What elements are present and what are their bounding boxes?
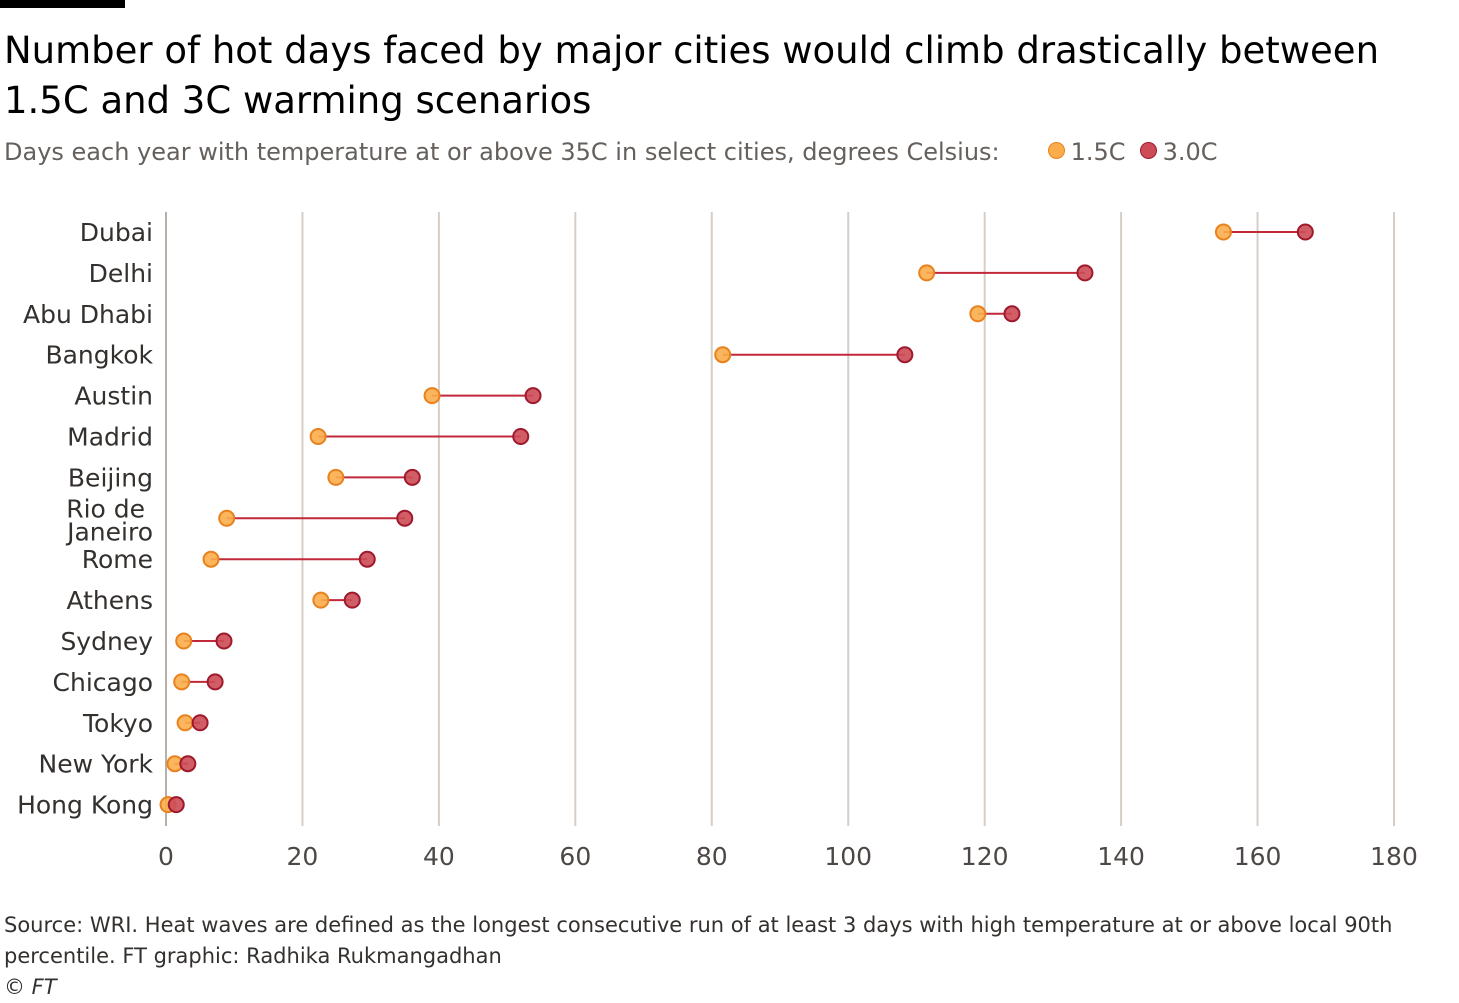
dot: [918, 264, 936, 282]
dot: [512, 428, 530, 445]
source: Source: WRI. Heat waves are defined as t…: [4, 913, 1393, 968]
label-line: Janeiro: [65, 517, 153, 546]
legend-label: 1.5C: [1070, 138, 1126, 166]
dot: [358, 550, 376, 568]
dot: [312, 591, 330, 609]
chart-title: Number of hot days faced by major cities…: [4, 29, 1380, 122]
y-tick-label: Beijing: [68, 463, 153, 492]
source-note: Source: WRI. Heat waves are defined as t…: [4, 910, 1424, 1003]
dot: [179, 755, 197, 773]
y-tick-label: Rio de Janeiro: [65, 494, 153, 546]
dot: [343, 591, 361, 609]
dot: [1296, 223, 1314, 241]
dot: [1003, 305, 1021, 323]
y-tick-label: Bangkok: [45, 341, 153, 370]
dot: [423, 387, 441, 405]
dot: [202, 550, 220, 568]
y-tick-label: New York: [39, 750, 154, 779]
dot: [173, 673, 191, 691]
legend-label: 3.0C: [1162, 138, 1218, 166]
subtitle: Days each year with temperature at or ab…: [4, 138, 1000, 166]
y-tick-label: Abu Dhabi: [23, 300, 153, 329]
top-bar: [0, 0, 125, 8]
dot: [1214, 223, 1232, 241]
dot: [1076, 264, 1094, 282]
dot: [167, 796, 185, 814]
legend-item: 3.0C: [1139, 138, 1218, 166]
copyright: © FT: [4, 975, 57, 999]
x-tick-label: 120: [961, 842, 1009, 871]
legend-marker: [1139, 142, 1157, 159]
dot: [176, 714, 194, 732]
legend: 1.5C 3.0C: [1034, 138, 1218, 166]
dot: [191, 714, 209, 732]
x-tick-label: 80: [696, 842, 728, 871]
x-tick-label: 20: [287, 842, 319, 871]
x-tick-label: 100: [824, 842, 872, 871]
legend-marker: [1047, 142, 1065, 159]
y-tick-label: Delhi: [89, 259, 153, 288]
y-tick-label: Madrid: [67, 423, 153, 452]
dot: [175, 632, 193, 650]
dot: [969, 305, 987, 323]
y-tick-label: Austin: [74, 382, 153, 411]
x-tick-label: 40: [423, 842, 455, 871]
y-tick-label: Chicago: [53, 668, 153, 697]
x-tick-label: 160: [1234, 842, 1282, 871]
x-tick-label: 140: [1097, 842, 1145, 871]
dot: [215, 632, 233, 650]
dot: [206, 673, 224, 691]
y-tick-label: Sydney: [60, 627, 153, 656]
y-tick-label: Dubai: [80, 218, 153, 247]
dot: [218, 509, 236, 527]
y-tick-label: Rome: [82, 545, 153, 574]
dot: [714, 346, 732, 364]
x-tick-label: 180: [1370, 842, 1418, 871]
y-tick-label: Athens: [66, 586, 153, 615]
legend-item: 1.5C: [1047, 138, 1126, 166]
y-tick-label: Tokyo: [82, 709, 153, 738]
dot: [327, 468, 345, 486]
x-tick-label: 0: [158, 842, 174, 871]
subtitle-row: Days each year with temperature at or ab…: [4, 138, 1218, 166]
dot: [524, 387, 542, 405]
dot: [403, 468, 421, 486]
label-line: Rio de: [66, 494, 153, 523]
x-tick-label: 60: [559, 842, 591, 871]
dot: [896, 346, 914, 364]
dot: [309, 428, 327, 445]
dot: [396, 509, 414, 527]
y-tick-label: Hong Kong: [17, 791, 153, 820]
